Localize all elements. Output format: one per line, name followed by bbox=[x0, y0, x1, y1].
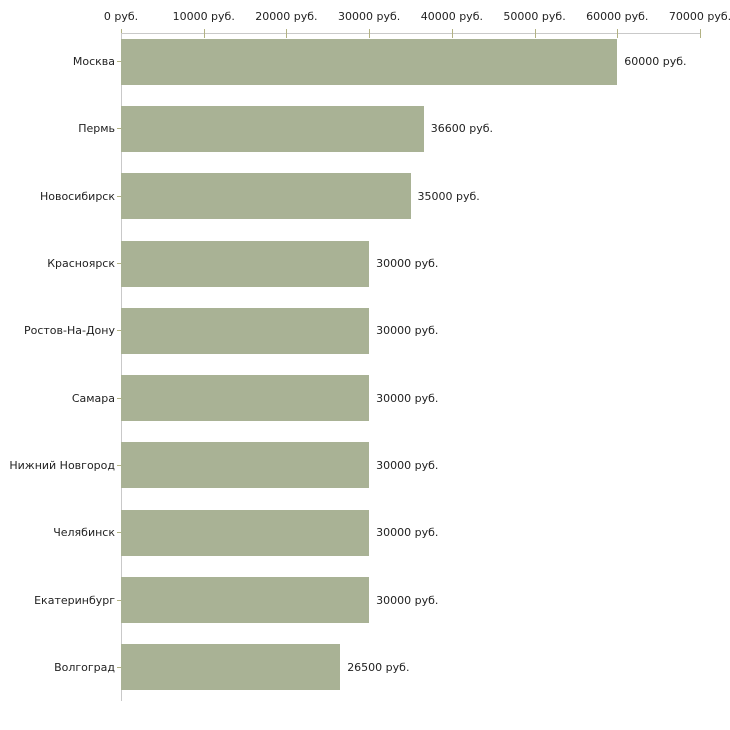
value-label: 26500 руб. bbox=[347, 660, 410, 674]
x-axis-tick-mark bbox=[617, 29, 619, 38]
bar-row: Волгоград 26500 руб. bbox=[0, 634, 730, 701]
bar bbox=[121, 509, 370, 556]
value-label: 30000 руб. bbox=[376, 391, 439, 405]
bar-row: Самара 30000 руб. bbox=[0, 364, 730, 431]
bar bbox=[121, 173, 411, 220]
x-axis-tick-mark bbox=[700, 29, 701, 38]
bar-row: Красноярск 30000 руб. bbox=[0, 230, 730, 297]
x-axis-tick-label: 0 руб. bbox=[103, 10, 139, 23]
x-axis-tick-mark bbox=[534, 29, 536, 38]
x-axis-tick-mark bbox=[451, 29, 453, 38]
category-label: Ростов-На-Дону bbox=[23, 324, 115, 338]
y-axis-tick-mark bbox=[117, 599, 121, 601]
x-axis-tick-mark bbox=[369, 29, 371, 38]
bar bbox=[121, 442, 370, 489]
bar-row: Новосибирск 35000 руб. bbox=[0, 163, 730, 230]
bar-row: Пермь 36600 руб. bbox=[0, 95, 730, 162]
bar bbox=[121, 307, 370, 354]
category-label: Челябинск bbox=[53, 526, 115, 540]
value-label: 30000 руб. bbox=[376, 458, 439, 472]
value-label: 36600 руб. bbox=[430, 122, 493, 136]
y-axis-tick-mark bbox=[117, 128, 121, 130]
bar bbox=[121, 644, 341, 691]
category-label: Нижний Новгород bbox=[9, 458, 115, 472]
bar-rows: Москва 60000 руб. Пермь 36600 руб. Новосибир… bbox=[0, 28, 730, 701]
x-axis-tick-label: 50000 руб. bbox=[503, 10, 566, 23]
category-label: Самара bbox=[71, 391, 115, 405]
bar bbox=[121, 38, 618, 85]
x-axis-tick-mark bbox=[286, 29, 288, 38]
value-label: 30000 руб. bbox=[376, 526, 439, 540]
x-axis-tick-label: 40000 руб. bbox=[420, 10, 483, 23]
x-axis-tick-label: 70000 руб. bbox=[668, 10, 730, 23]
y-axis-tick-mark bbox=[117, 330, 121, 332]
value-label: 60000 руб. bbox=[624, 55, 687, 69]
category-label: Новосибирск bbox=[39, 189, 115, 203]
value-label: 35000 руб. bbox=[417, 189, 480, 203]
bar bbox=[121, 240, 370, 287]
value-label: 30000 руб. bbox=[376, 593, 439, 607]
y-axis-line bbox=[121, 33, 122, 701]
value-label: 30000 руб. bbox=[376, 257, 439, 271]
y-axis-tick-mark bbox=[117, 532, 121, 534]
bar bbox=[121, 577, 370, 624]
bar-row: Москва 60000 руб. bbox=[0, 28, 730, 95]
bar-row: Нижний Новгород 30000 руб. bbox=[0, 432, 730, 499]
value-label: 30000 руб. bbox=[376, 324, 439, 338]
bar-row: Екатеринбург 30000 руб. bbox=[0, 566, 730, 633]
y-axis-tick-mark bbox=[117, 263, 121, 265]
bar-row: Ростов-На-Дону 30000 руб. bbox=[0, 297, 730, 364]
y-axis-tick-mark bbox=[117, 61, 121, 63]
y-axis-tick-mark bbox=[117, 666, 121, 668]
bar bbox=[121, 375, 370, 422]
x-axis-line bbox=[121, 33, 700, 34]
bar-row: Челябинск 30000 руб. bbox=[0, 499, 730, 566]
bar bbox=[121, 105, 424, 152]
y-axis-tick-mark bbox=[117, 397, 121, 399]
category-label: Пермь bbox=[78, 122, 115, 136]
category-label: Красноярск bbox=[47, 257, 115, 271]
x-axis-tick-label: 30000 руб. bbox=[338, 10, 401, 23]
category-label: Москва bbox=[72, 55, 115, 69]
y-axis-tick-mark bbox=[117, 195, 121, 197]
y-axis-tick-mark bbox=[117, 464, 121, 466]
category-label: Екатеринбург bbox=[34, 593, 115, 607]
x-axis-tick-mark bbox=[203, 29, 205, 38]
category-label: Волгоград bbox=[54, 660, 115, 674]
x-axis-tick-label: 20000 руб. bbox=[255, 10, 318, 23]
x-axis-tick-label: 10000 руб. bbox=[172, 10, 235, 23]
x-axis-tick-label: 60000 руб. bbox=[586, 10, 649, 23]
